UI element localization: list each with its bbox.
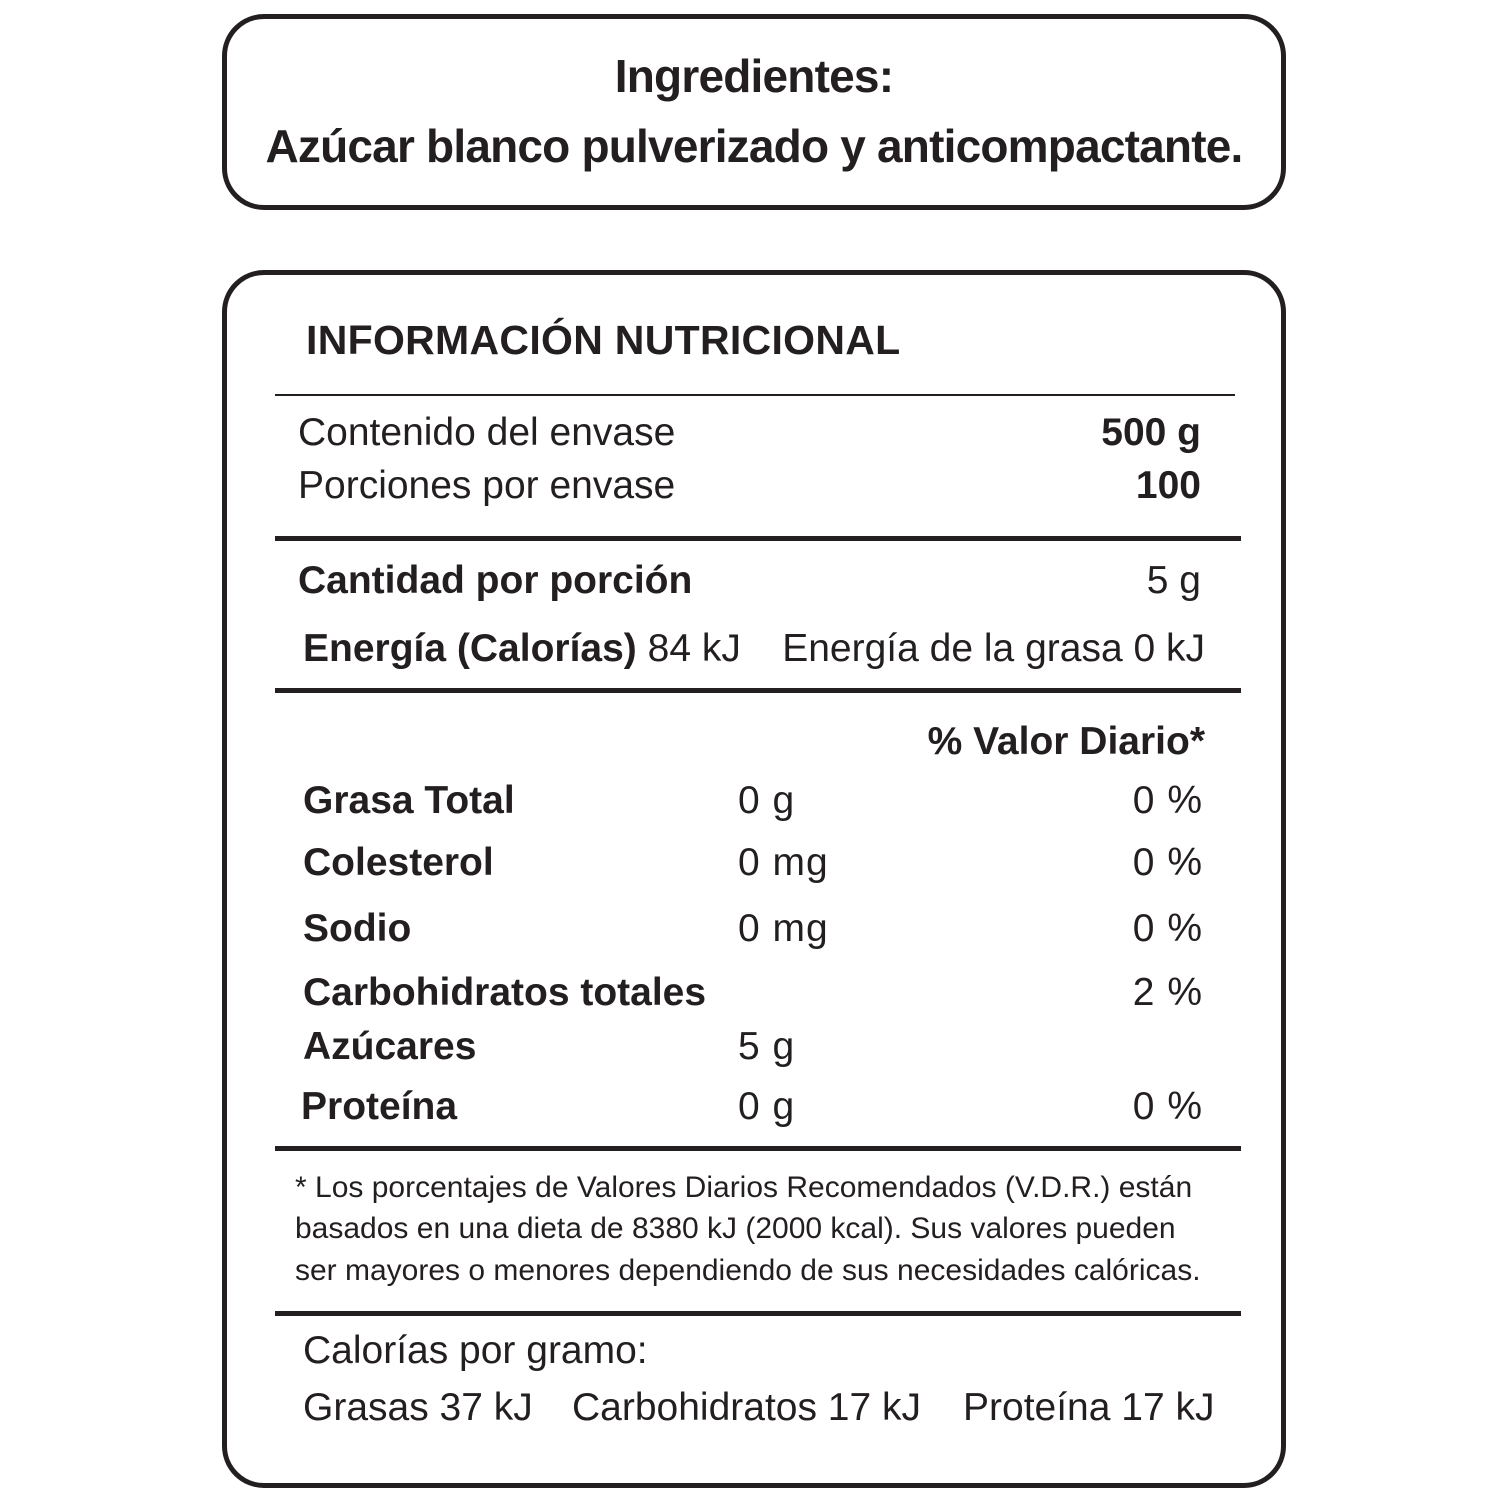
nutrient-name: Colesterol bbox=[303, 841, 494, 884]
nutrient-daily-value: 0 % bbox=[1132, 1085, 1203, 1128]
nutrient-name: Carbohidratos totales bbox=[303, 971, 707, 1014]
serving-value: 5 g bbox=[1146, 559, 1201, 602]
nutrition-title: INFORMACIÓN NUTRICIONAL bbox=[306, 317, 901, 363]
nutrition-facts-box bbox=[222, 270, 1286, 1488]
ingredients-title: Ingredientes: bbox=[614, 50, 894, 102]
container-label: Contenido del envase bbox=[298, 411, 676, 454]
calories-fat: Grasas 37 kJ bbox=[303, 1386, 533, 1429]
energy-value: 84 kJ bbox=[647, 627, 741, 670]
serving-label: Cantidad por porción bbox=[298, 559, 693, 602]
nutrient-amount: 0 mg bbox=[738, 907, 829, 950]
energy-label: Energía (Calorías) bbox=[303, 627, 637, 670]
energy-row: Energía (Calorías) 84 kJ bbox=[303, 629, 741, 668]
container-value: 500 g bbox=[1101, 411, 1201, 454]
nutrient-daily-value: 0 % bbox=[1132, 841, 1203, 884]
nutrient-amount: 0 g bbox=[738, 1085, 796, 1128]
nutrient-amount: 0 mg bbox=[738, 841, 829, 884]
divider-thick bbox=[275, 688, 1241, 693]
divider-thin bbox=[275, 394, 1235, 396]
ingredients-box: Ingredientes: Azúcar blanco pulverizado … bbox=[222, 14, 1286, 210]
servings-label: Porciones por envase bbox=[298, 464, 676, 507]
footnote-line: * Los porcentajes de Valores Diarios Rec… bbox=[295, 1171, 1193, 1204]
divider-thick bbox=[275, 536, 1241, 541]
ingredients-text: Azúcar blanco pulverizado y anticompacta… bbox=[265, 120, 1243, 172]
nutrient-amount: 0 g bbox=[738, 779, 796, 822]
servings-value: 100 bbox=[1135, 464, 1201, 507]
nutrient-amount: 5 g bbox=[738, 1025, 796, 1068]
divider-thick bbox=[275, 1146, 1241, 1151]
divider-thick bbox=[275, 1311, 1241, 1316]
energy-fat: Energía de la grasa 0 kJ bbox=[782, 627, 1205, 670]
nutrient-name: Proteína bbox=[301, 1085, 458, 1128]
nutrient-name: Grasa Total bbox=[303, 779, 515, 822]
footnote-line: basados en una dieta de 8380 kJ (2000 kc… bbox=[295, 1212, 1176, 1245]
calories-protein: Proteína 17 kJ bbox=[963, 1386, 1215, 1429]
nutrient-name: Azúcares bbox=[303, 1025, 477, 1068]
nutrient-daily-value: 0 % bbox=[1132, 779, 1203, 822]
nutrient-daily-value: 2 % bbox=[1132, 971, 1203, 1014]
nutrient-daily-value: 0 % bbox=[1132, 907, 1203, 950]
daily-value-header: % Valor Diario* bbox=[927, 720, 1205, 763]
calories-carbs: Carbohidratos 17 kJ bbox=[572, 1386, 922, 1429]
nutrient-name: Sodio bbox=[303, 907, 412, 950]
footnote-line: ser mayores o menores dependiendo de sus… bbox=[295, 1254, 1201, 1287]
calories-per-gram-label: Calorías por gramo: bbox=[303, 1329, 648, 1372]
